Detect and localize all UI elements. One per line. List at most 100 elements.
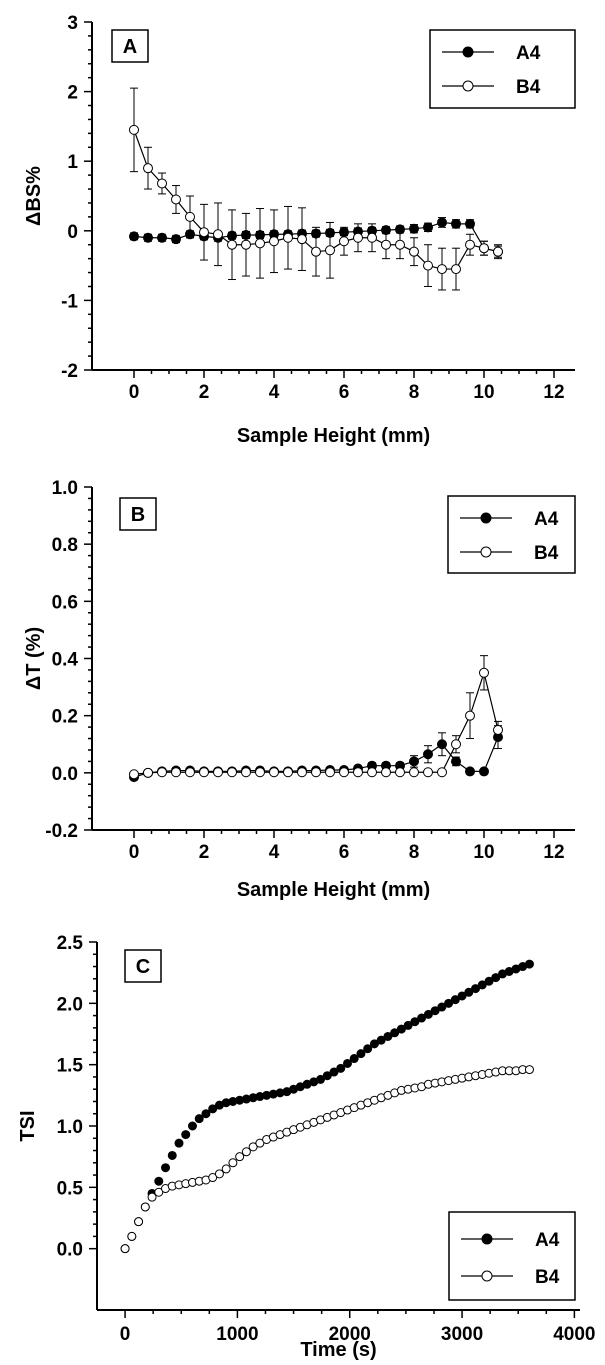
x-tick-label: 1000 <box>216 1324 258 1345</box>
chart-panel-b: -0.2 0.0 0.2 0.4 0.6 0.8 1.0 0 2 4 6 8 10 12 Sample He… <box>23 478 576 901</box>
x-tick-label: 4 <box>269 382 280 403</box>
data-point <box>417 1013 427 1023</box>
y-axis-title: TSI <box>17 1110 39 1141</box>
data-point <box>171 234 181 245</box>
x-tick-label: 4000 <box>553 1324 595 1345</box>
y-tick-label: 1.5 <box>57 1056 84 1077</box>
data-point <box>157 767 167 778</box>
legend-marker <box>481 1270 493 1282</box>
data-point <box>157 232 167 243</box>
data-point <box>143 767 153 778</box>
data-point <box>409 767 419 778</box>
x-tick-label: 0 <box>120 1324 131 1345</box>
y-tick-label: 0.5 <box>57 1178 84 1199</box>
data-point <box>423 222 433 233</box>
data-point <box>493 246 503 257</box>
y-tick-label: 0.4 <box>52 650 79 671</box>
y-tick-label: 0.0 <box>57 1240 83 1261</box>
data-point <box>457 991 467 1001</box>
data-point <box>185 211 195 222</box>
data-point <box>329 1067 339 1077</box>
x-axis-title: Sample Height (mm) <box>237 879 430 901</box>
data-point <box>134 1217 144 1227</box>
x-tick-label: 2 <box>199 382 210 403</box>
data-point <box>187 1121 197 1131</box>
data-point <box>181 1130 191 1140</box>
data-point <box>444 998 454 1008</box>
data-point <box>208 1173 218 1183</box>
legend-marker <box>462 80 474 92</box>
data-point <box>410 1017 420 1027</box>
legend: A4 B4 <box>447 495 576 574</box>
y-tick-label: 2.5 <box>57 933 84 954</box>
x-tick-label: 8 <box>409 382 420 403</box>
legend-marker <box>481 1233 493 1245</box>
data-point <box>248 1142 258 1152</box>
data-point <box>143 232 153 243</box>
x-tick-label: 4 <box>269 842 280 863</box>
data-point <box>221 1164 231 1174</box>
data-point <box>140 1202 150 1212</box>
legend-marker <box>480 546 492 558</box>
y-tick-label: 1 <box>67 152 78 173</box>
data-point <box>450 995 460 1005</box>
series-a4 <box>120 959 534 1254</box>
data-point <box>363 1044 373 1054</box>
panel-label-box <box>119 497 157 531</box>
data-point <box>479 667 489 678</box>
series-line <box>133 670 499 775</box>
data-point <box>369 1039 379 1049</box>
legend-label: A4 <box>535 1230 560 1251</box>
x-tick-label: 2 <box>199 842 210 863</box>
data-point <box>143 163 153 174</box>
data-point <box>367 767 377 778</box>
data-point <box>129 124 139 135</box>
data-point <box>395 239 405 250</box>
x-axis-title: Sample Height (mm) <box>237 425 430 447</box>
data-point <box>227 767 237 778</box>
x-tick-label: 6 <box>339 382 350 403</box>
data-point <box>208 1104 218 1114</box>
data-point <box>174 1138 184 1148</box>
data-point <box>451 739 461 750</box>
y-axis-title: ΔBS% <box>23 166 45 226</box>
legend-label: A4 <box>534 509 559 530</box>
x-tick-label: 10 <box>473 842 494 863</box>
x-tick-label: 10 <box>473 382 494 403</box>
x-tick-label: 0 <box>129 382 140 403</box>
data-point <box>194 1114 204 1124</box>
x-axis-title: Time (s) <box>300 1339 376 1361</box>
data-point <box>154 1176 164 1186</box>
data-point <box>325 245 335 256</box>
data-point <box>409 246 419 257</box>
y-tick-label: 0.8 <box>52 535 78 556</box>
data-point <box>479 243 489 254</box>
data-point <box>255 767 265 778</box>
x-tick-label: 12 <box>543 842 564 863</box>
data-point <box>451 218 461 229</box>
data-point <box>477 980 487 990</box>
data-point <box>479 766 489 777</box>
y-tick-label: 1.0 <box>57 1117 83 1138</box>
data-point <box>381 767 391 778</box>
data-point <box>322 1071 332 1081</box>
data-point <box>199 227 209 238</box>
data-point <box>129 231 139 242</box>
data-point <box>423 1009 433 1019</box>
y-axis-title: ΔT (%) <box>23 627 45 690</box>
data-point <box>171 194 181 205</box>
data-point <box>437 767 447 778</box>
legend-box <box>447 495 576 574</box>
legend-marker <box>462 46 474 58</box>
data-point <box>201 1109 211 1119</box>
data-point <box>228 1158 238 1168</box>
data-point <box>199 767 209 778</box>
series-b4 <box>129 87 503 291</box>
data-point <box>339 236 349 247</box>
data-point <box>342 1058 352 1068</box>
data-point <box>316 1074 326 1084</box>
data-point <box>283 232 293 243</box>
data-point <box>491 973 501 983</box>
data-point <box>430 1006 440 1016</box>
legend-label: B4 <box>516 77 541 98</box>
